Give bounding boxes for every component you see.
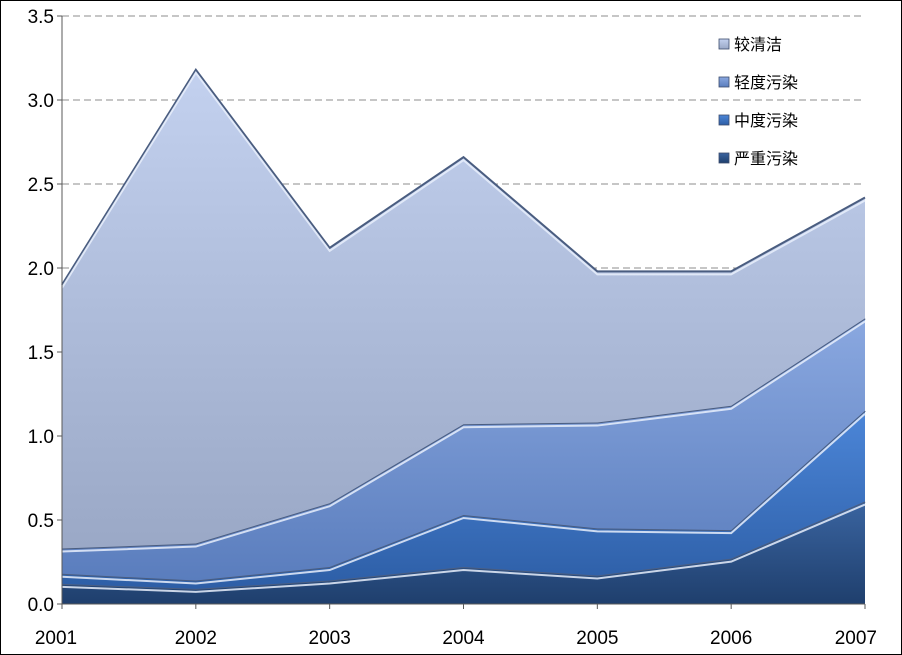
y-axis-ticks: 0.0 0.5 1.0 1.5 2.0 2.5 3.0 3.5: [28, 7, 62, 616]
y-tick-label: 2.5: [28, 175, 54, 196]
y-tick-label: 0.0: [28, 595, 54, 616]
area-2: [62, 410, 865, 589]
x-tick-label: 2004: [442, 628, 485, 649]
y-tick-label: 3.0: [28, 91, 54, 112]
x-tick-label: 2002: [175, 628, 217, 649]
y-tick-label: 1.5: [28, 343, 54, 364]
x-tick-label: 2003: [309, 628, 351, 649]
area-1: [62, 501, 865, 604]
area-edge-highlight: [61, 320, 866, 553]
legend-label: 严重污染: [734, 149, 798, 168]
x-tick-label: 2005: [576, 628, 618, 649]
x-tick-label: 2001: [35, 628, 77, 649]
legend-label: 轻度污染: [734, 73, 798, 92]
area-4: [62, 69, 865, 549]
x-tick-label: 2007: [835, 628, 877, 649]
y-tick-label: 1.0: [28, 427, 54, 448]
legend-swatch: [718, 114, 730, 126]
legend-swatch: [718, 76, 730, 88]
area-edge-highlight: [61, 503, 866, 593]
legend-label: 中度污染: [734, 111, 798, 130]
area-3: [62, 318, 865, 581]
x-axis-ticks: 2001 2002 2003 2004 2005 2006 2007: [35, 604, 877, 649]
x-tick-label: 2006: [710, 628, 752, 649]
legend-label: 较清洁: [734, 35, 782, 54]
area-series: [61, 67, 866, 604]
y-tick-label: 3.5: [28, 7, 54, 28]
legend-swatch: [718, 38, 730, 50]
area-edge: [61, 67, 866, 286]
y-tick-label: 2.0: [28, 259, 54, 280]
y-tick-label: 0.5: [28, 511, 54, 532]
legend-swatch: [718, 152, 730, 164]
area-edge-highlight: [61, 70, 866, 289]
area-edge-highlight: [61, 413, 866, 585]
